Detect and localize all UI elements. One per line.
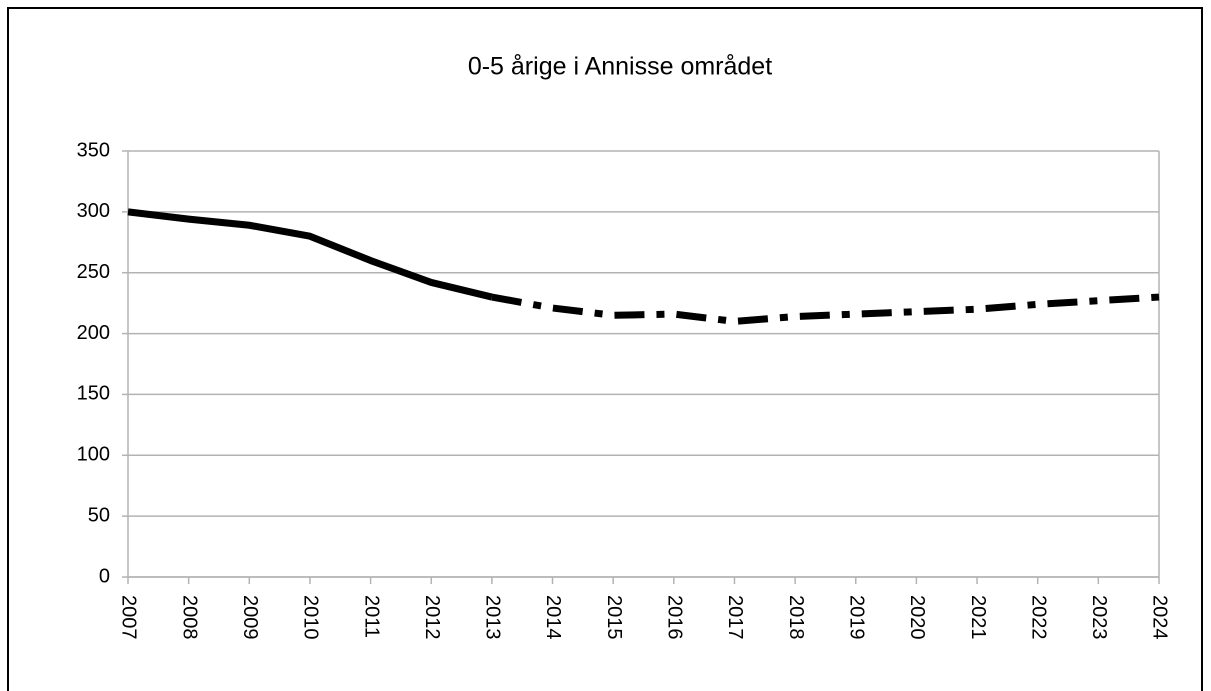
x-tick-label: 2017 [724,595,746,640]
x-tick-label: 2015 [603,595,625,640]
x-tick-label: 2010 [300,595,322,640]
x-tick-label: 2024 [1149,595,1171,640]
y-tick-label: 50 [88,504,110,526]
x-tick-label: 2023 [1088,595,1110,640]
y-tick-label: 100 [77,444,110,466]
chart-frame [7,7,1203,691]
chart-title: 0-5 årige i Annisse området [468,53,772,81]
data-line [127,208,493,301]
y-tick-label: 150 [77,383,110,405]
x-tick-label: 2009 [239,595,261,640]
x-tick-label: 2011 [360,595,382,638]
y-tick-label: 0 [99,565,110,587]
y-tick-label: 250 [77,261,110,283]
y-tick-label: 200 [77,322,110,344]
x-tick-label: 2019 [845,595,867,640]
x-tick-label: 2013 [482,595,504,640]
data-line [491,293,1160,325]
y-tick-label: 350 [77,139,110,161]
x-tick-label: 2012 [421,595,443,640]
x-tick-label: 2020 [906,595,928,640]
x-tick-label: 2016 [664,595,686,640]
x-tick-label: 2007 [118,595,140,640]
x-tick-label: 2008 [178,595,200,640]
x-tick-label: 2021 [967,595,989,640]
x-tick-label: 2014 [542,595,564,640]
x-tick-label: 2018 [785,595,807,640]
y-tick-label: 300 [77,200,110,222]
plot-area: 0 50 100 150 200 250 300 350 2007 2008 2009 2010 201… [77,139,1171,639]
x-tick-label: 2022 [1027,595,1049,640]
